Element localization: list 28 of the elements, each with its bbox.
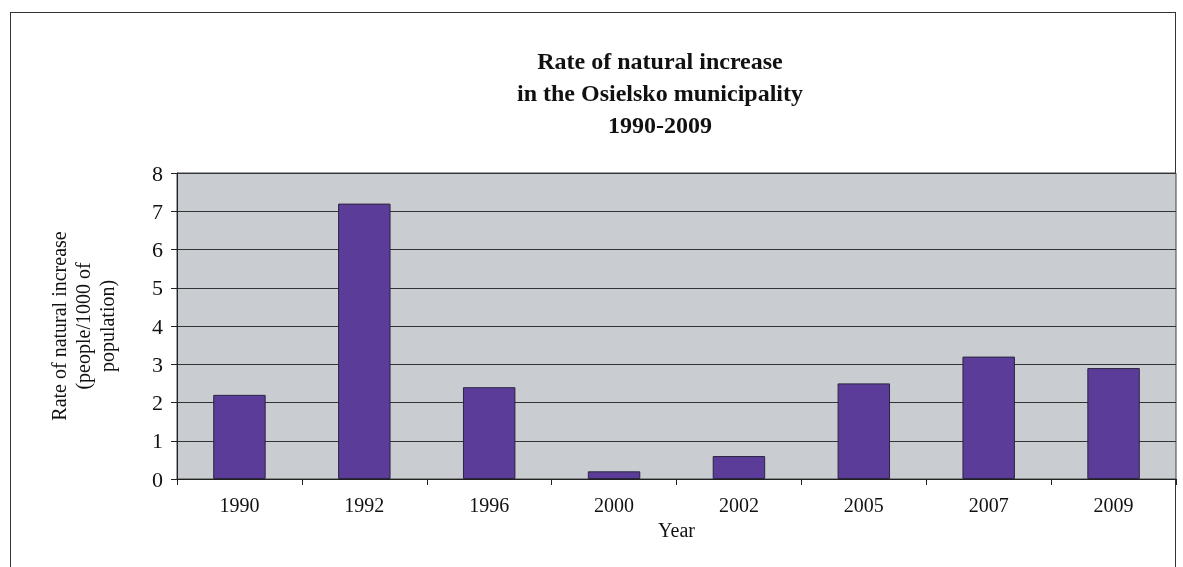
- bar: [338, 203, 391, 479]
- y-tick-label: 7: [152, 198, 163, 224]
- x-tick-label: 2009: [1093, 494, 1134, 516]
- bar: [712, 456, 766, 479]
- x-tick-label: 2002: [718, 494, 759, 516]
- y-tick-label: 3: [152, 351, 163, 377]
- x-tick-label: 1996: [469, 494, 510, 516]
- x-tick-label: 1990: [219, 494, 260, 516]
- x-axis-title: Year: [658, 518, 696, 541]
- y-tick-label: 8: [152, 160, 163, 186]
- y-tick-label: 4: [152, 313, 163, 339]
- y-tick-label: 0: [152, 466, 163, 492]
- chart-title: Rate of natural increase in the Osielsko municipality 1990-2009: [516, 48, 804, 138]
- bar: [587, 471, 641, 479]
- bar: [837, 383, 891, 479]
- y-tick-label: 6: [152, 237, 163, 262]
- bar: [1087, 368, 1140, 479]
- bar: [213, 394, 266, 479]
- y-tick-label: 1: [152, 428, 163, 454]
- x-tick-label: 2007: [968, 494, 1009, 516]
- y-tick-label: 5: [152, 275, 163, 301]
- x-tick-label: 2000: [594, 494, 635, 516]
- y-axis-title: Rate of natural increase (people/1000 of population): [48, 231, 119, 421]
- bar: [962, 356, 1015, 479]
- bar: [462, 387, 516, 479]
- x-tick-label: 2005: [843, 494, 884, 516]
- x-tick-label: 1992: [344, 494, 385, 516]
- y-tick-label: 2: [152, 390, 163, 415]
